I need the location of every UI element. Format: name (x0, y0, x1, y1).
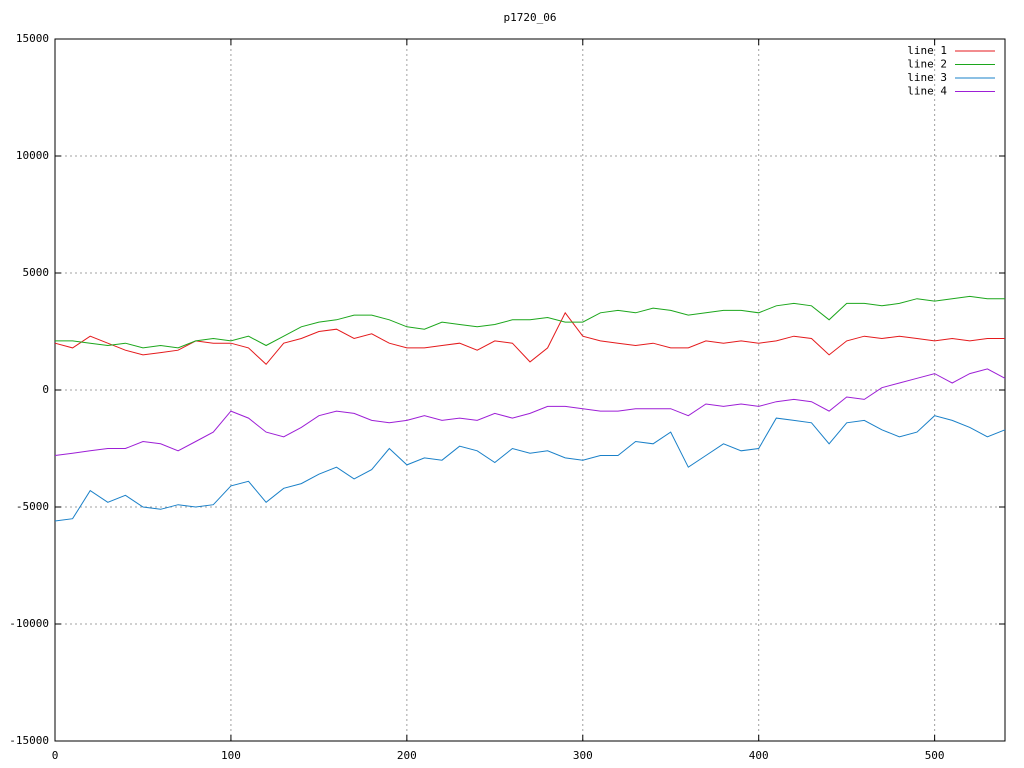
legend-label: line 3 (907, 71, 947, 84)
x-tick-label: 400 (749, 749, 769, 762)
x-tick-label: 200 (397, 749, 417, 762)
plot-border (54, 38, 1006, 742)
legend-label: line 1 (907, 44, 947, 57)
y-tick-label: -10000 (9, 617, 49, 630)
legend-label: line 4 (907, 85, 947, 98)
x-tick-label: 0 (52, 749, 59, 762)
y-tick-label: 0 (42, 383, 49, 396)
y-tick-label: -5000 (16, 500, 49, 513)
chart-title: p1720_06 (504, 11, 557, 24)
x-tick-label: 300 (573, 749, 593, 762)
x-tick-label: 100 (221, 749, 241, 762)
legend-label: line 2 (907, 58, 947, 71)
data-line (54, 415, 1006, 522)
data-line (54, 368, 1006, 456)
data-line (55, 295, 1005, 349)
data-line (54, 311, 1005, 366)
y-tick-label: 15000 (16, 32, 49, 45)
y-tick-label: -15000 (9, 734, 49, 747)
x-tick-label: 500 (925, 749, 945, 762)
y-tick-label: 10000 (16, 149, 49, 162)
y-tick-label: 5000 (23, 266, 50, 279)
